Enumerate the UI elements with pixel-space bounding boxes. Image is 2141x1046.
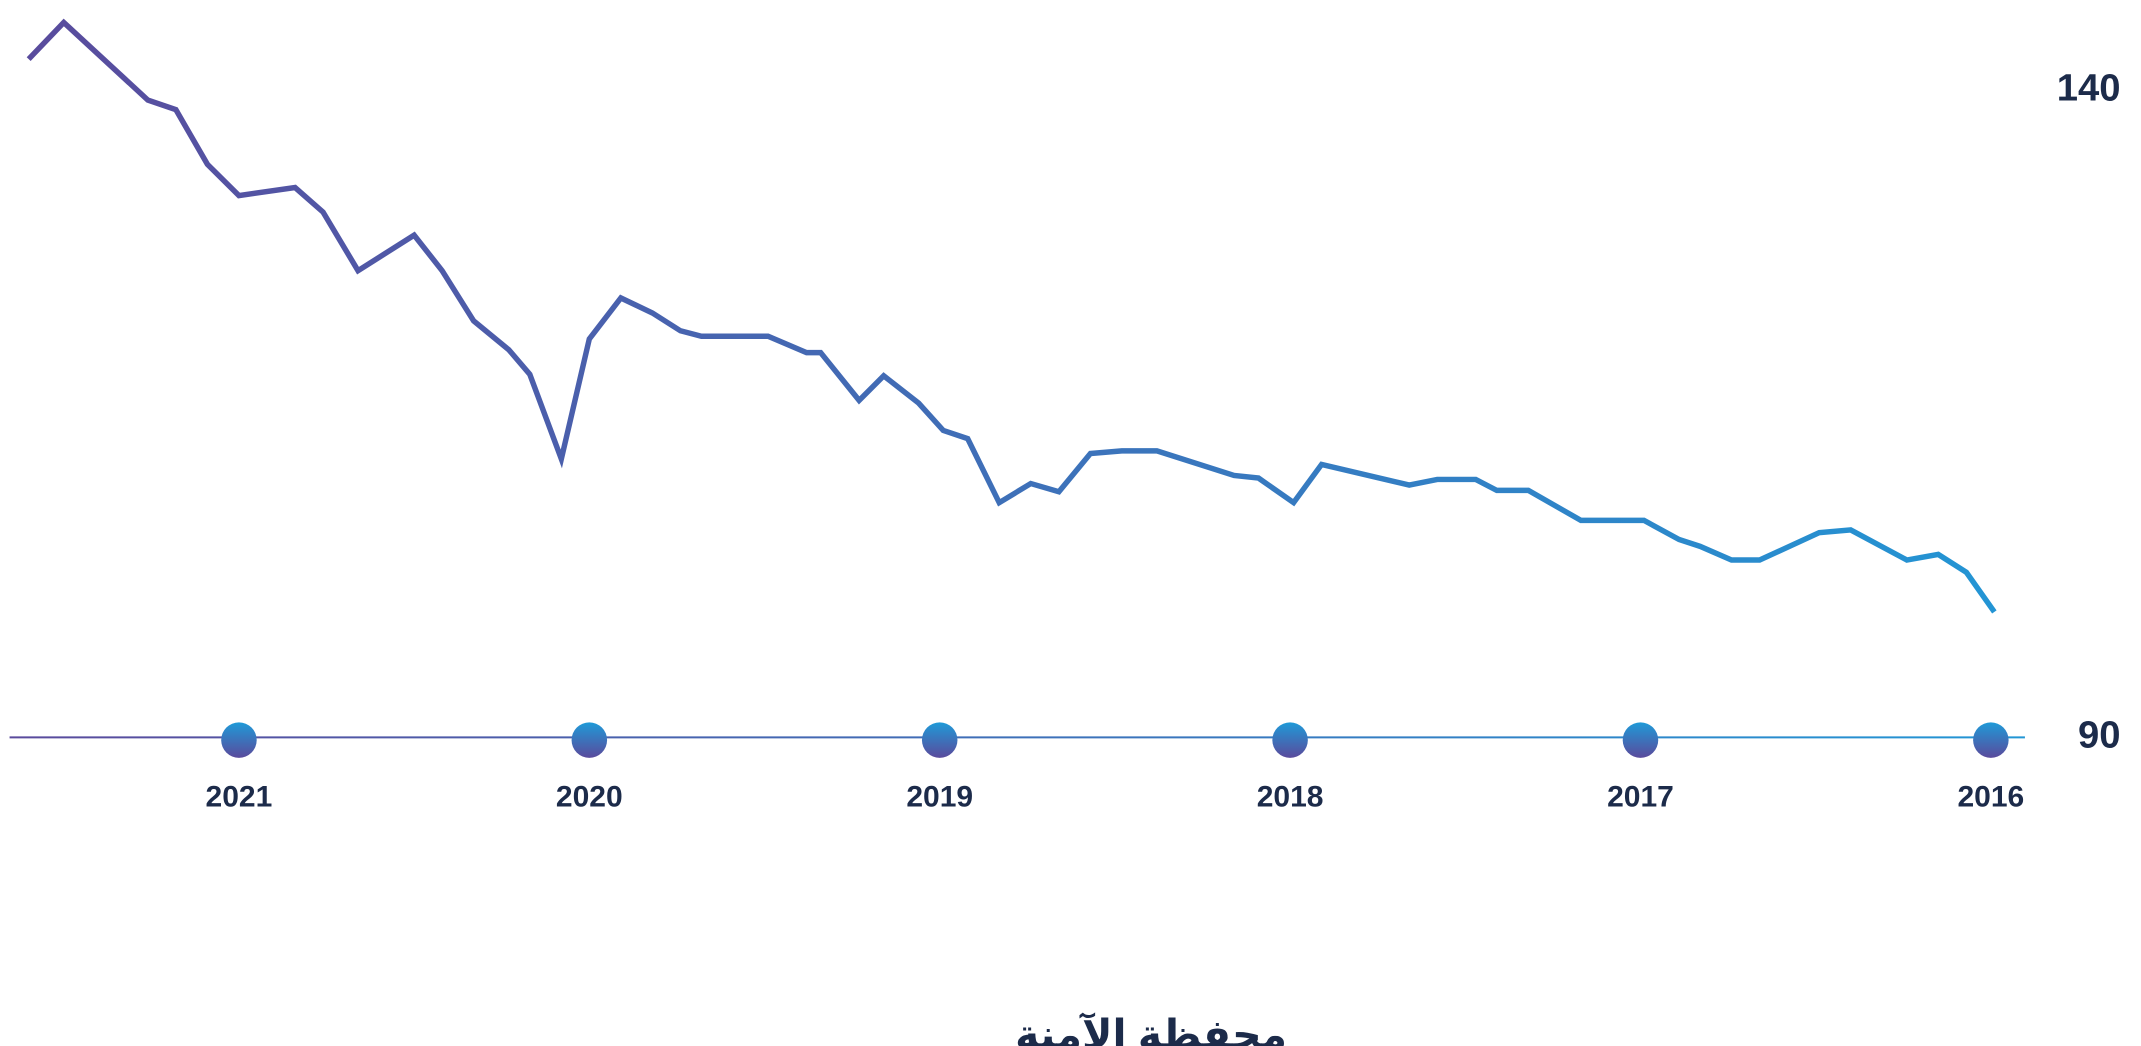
x-tick-dot <box>571 722 608 758</box>
x-tick-label: 2017 <box>1607 781 1674 814</box>
x-tick-dot <box>1622 722 1659 758</box>
line-series <box>26 18 1997 614</box>
y-tick-label: 140 <box>2057 67 2121 110</box>
x-tick-label: 2019 <box>906 781 973 814</box>
x-tick-dot <box>921 722 958 758</box>
x-tick-label: 2018 <box>1257 781 1324 814</box>
x-tick-dot <box>221 722 257 758</box>
legend-label: محفظة الآمنة <box>1015 1012 1287 1046</box>
x-tick-label: 2021 <box>206 781 273 814</box>
y-tick-label: 90 <box>2078 713 2121 756</box>
x-tick-label: 2020 <box>556 781 623 814</box>
x-tick-dot <box>1973 722 2009 758</box>
x-tick-label: 2016 <box>1957 781 2024 814</box>
x-tick-dot <box>1272 722 1308 758</box>
